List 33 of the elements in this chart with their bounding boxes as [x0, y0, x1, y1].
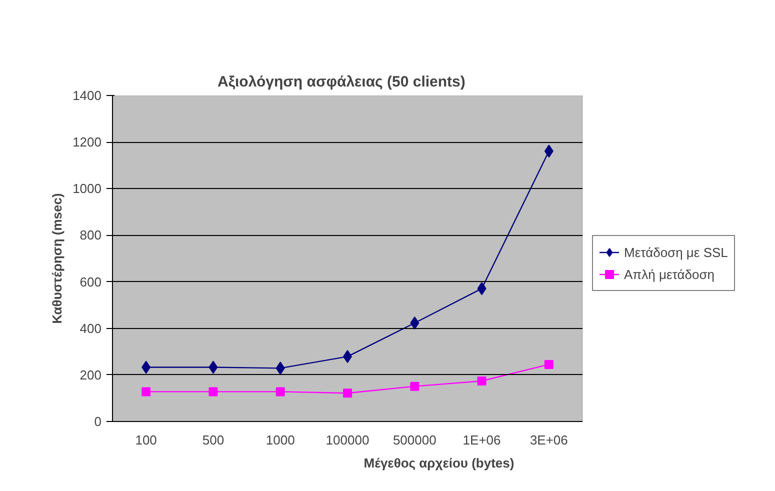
x-tick-label: 100 [135, 432, 157, 448]
point [142, 387, 151, 396]
legend-label: Μετάδοση με SSL [624, 244, 728, 260]
x-tick-label: 1000 [266, 432, 295, 448]
point [343, 388, 352, 398]
point [276, 387, 285, 396]
x-tick-label: 500 [202, 432, 224, 448]
point [142, 360, 151, 374]
y-tick-label: 1400 [72, 88, 102, 103]
x-tick-label: 1E+06 [462, 432, 501, 448]
point [276, 362, 285, 375]
x-axis-title: Μέγεθος αρχείου (bytes) [364, 456, 514, 470]
x-tick-label: 3E+06 [530, 432, 568, 448]
legend-label: Απλή μετάδοση [624, 266, 714, 282]
y-tick-label: 0 [94, 414, 102, 429]
y-tick-label: 1200 [72, 134, 102, 150]
point [208, 387, 218, 396]
y-tick-label: 800 [80, 228, 102, 243]
y-tick-label: 1000 [72, 181, 102, 196]
y-axis-title: Καθυστέρηση (msec) [50, 193, 65, 324]
y-tick-label: 400 [80, 320, 102, 336]
point [544, 360, 554, 369]
point [477, 282, 486, 296]
x-tick-label: 100000 [326, 432, 370, 448]
x-tick-label: 500000 [392, 432, 436, 448]
chart-title: Αξιολόγηση ασφάλειας (50 clients) [218, 74, 466, 90]
point [410, 382, 420, 391]
point [410, 316, 420, 330]
point [544, 144, 554, 158]
y-tick-label: 600 [80, 274, 102, 290]
point [477, 376, 486, 386]
y-tick-label: 200 [80, 367, 102, 382]
point [208, 360, 218, 374]
